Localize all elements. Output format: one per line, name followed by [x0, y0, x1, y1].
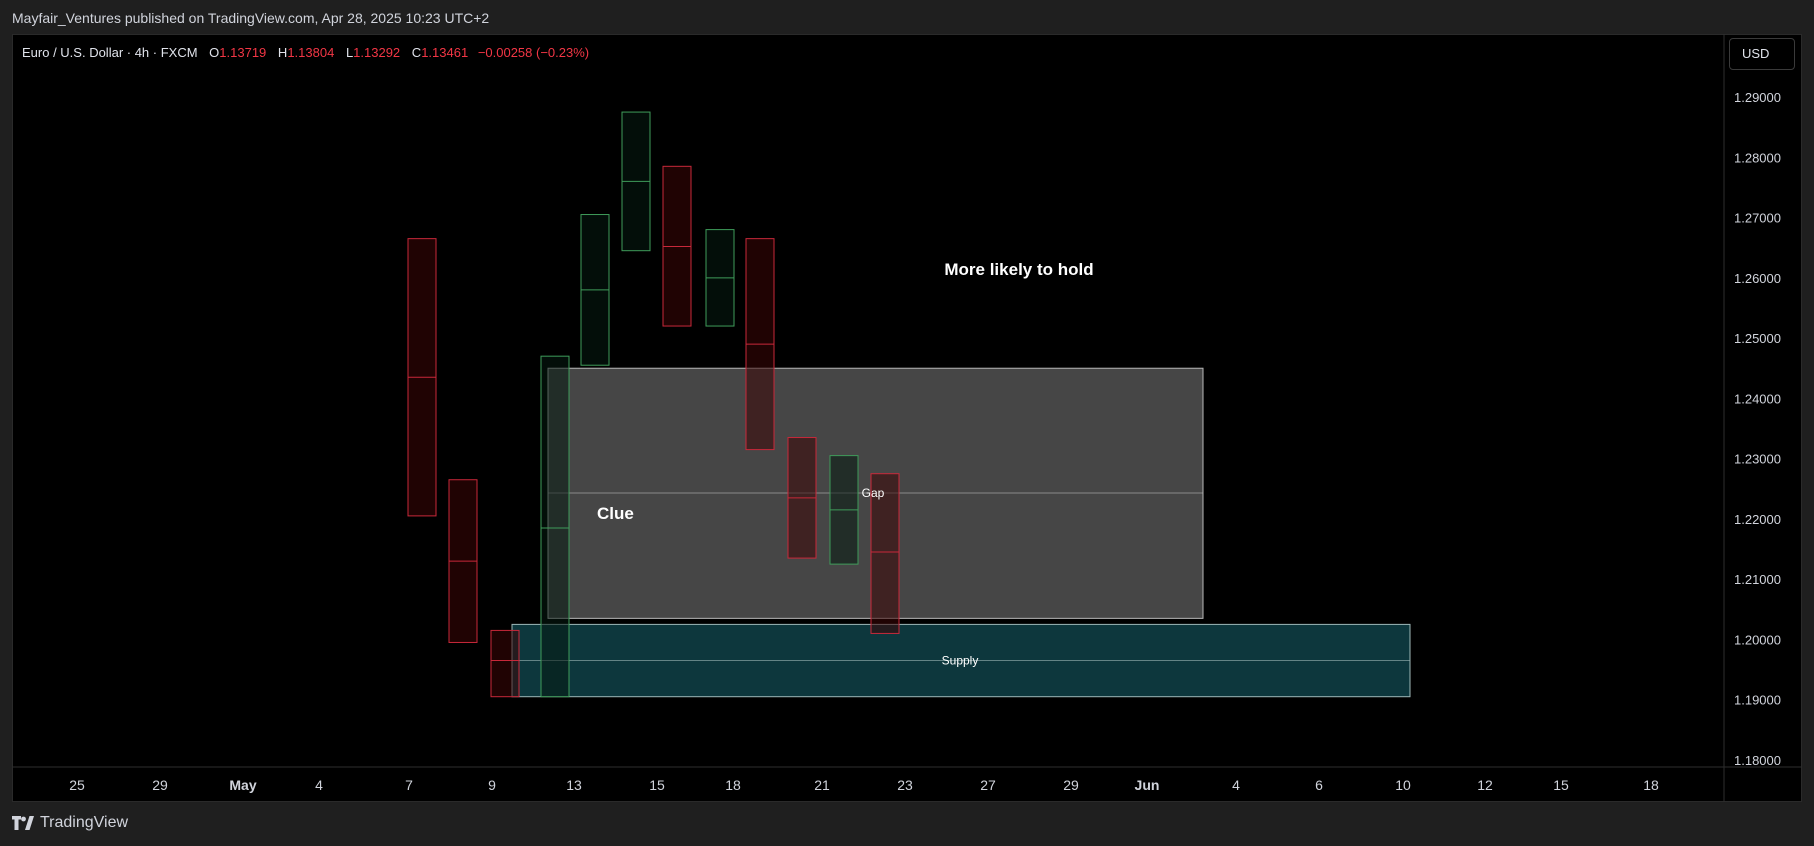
y-axis-tick-label: 1.21000 — [1734, 572, 1781, 587]
footer — [0, 802, 1814, 846]
y-axis-tick-label: 1.19000 — [1734, 693, 1781, 708]
x-axis-tick-label: 18 — [725, 777, 741, 793]
close-value: 1.13461 — [421, 45, 469, 60]
y-axis-tick-label: 1.29000 — [1734, 90, 1781, 105]
x-axis-tick-label: 18 — [1643, 777, 1659, 793]
y-axis-tick-label: 1.22000 — [1734, 512, 1781, 527]
x-axis-tick-label: 25 — [69, 777, 85, 793]
candle-bear[interactable] — [870, 473, 900, 634]
y-axis-tick-label: 1.20000 — [1734, 632, 1781, 647]
tradingview-brand: TradingView — [40, 814, 129, 831]
annotation-text: Clue — [597, 504, 634, 523]
x-axis-tick-label: 9 — [488, 777, 496, 793]
symbol-legend: Euro / U.S. Dollar · 4h · FXCM O1.13719 … — [22, 45, 589, 60]
x-axis-tick-label: 29 — [1063, 777, 1079, 793]
candle-bull[interactable] — [540, 355, 570, 698]
publication-text: Mayfair_Ventures published on TradingVie… — [12, 10, 490, 26]
x-axis-tick-label: 6 — [1315, 777, 1323, 793]
y-axis-tick-label: 1.28000 — [1734, 150, 1781, 165]
x-axis-tick-label: 4 — [1232, 777, 1240, 793]
x-axis-tick-label: 10 — [1395, 777, 1411, 793]
open-value: 1.13719 — [219, 45, 267, 60]
x-axis-tick-label: 7 — [405, 777, 413, 793]
y-axis-tick-label: 1.18000 — [1734, 753, 1781, 768]
candle-bear[interactable] — [490, 629, 520, 698]
close-label: C — [411, 45, 422, 60]
supply-zone-label: Supply — [942, 654, 979, 668]
x-axis-tick-label: 29 — [152, 777, 168, 793]
publication-bar: Mayfair_Ventures published on TradingVie… — [0, 0, 1814, 34]
y-axis-tick-label: 1.24000 — [1734, 391, 1781, 406]
high-value: 1.13804 — [287, 45, 335, 60]
gap-zone-label: Gap — [862, 486, 885, 500]
open-label: O — [209, 45, 220, 60]
x-axis-tick-label: 27 — [980, 777, 996, 793]
currency-button[interactable]: USD — [1729, 38, 1795, 70]
y-axis-tick-label: 1.26000 — [1734, 271, 1781, 286]
tradingview-logo[interactable]: TradingView — [12, 814, 128, 832]
x-axis-tick-label: Jun — [1135, 777, 1160, 793]
tradingview-logo-icon — [12, 816, 34, 830]
annotation-text: More likely to hold — [944, 260, 1093, 279]
y-axis-tick-label: 1.25000 — [1734, 331, 1781, 346]
y-axis-tick-label: 1.27000 — [1734, 211, 1781, 226]
x-axis-tick-label: 15 — [1553, 777, 1569, 793]
change-value: −0.00258 (−0.23%) — [477, 45, 590, 60]
x-axis-tick-label: 15 — [649, 777, 665, 793]
high-label: H — [277, 45, 288, 60]
x-axis-tick-label: 4 — [315, 777, 323, 793]
low-value: 1.13292 — [353, 45, 401, 60]
y-axis-tick-label: 1.23000 — [1734, 452, 1781, 467]
symbol-title[interactable]: Euro / U.S. Dollar · 4h · FXCM — [22, 45, 198, 60]
low-label: L — [345, 45, 354, 60]
x-axis-tick-label: 23 — [897, 777, 913, 793]
x-axis-tick-label: May — [229, 777, 256, 793]
x-axis-tick-label: 21 — [814, 777, 830, 793]
x-axis-tick-label: 13 — [566, 777, 582, 793]
x-axis-tick-label: 12 — [1477, 777, 1493, 793]
